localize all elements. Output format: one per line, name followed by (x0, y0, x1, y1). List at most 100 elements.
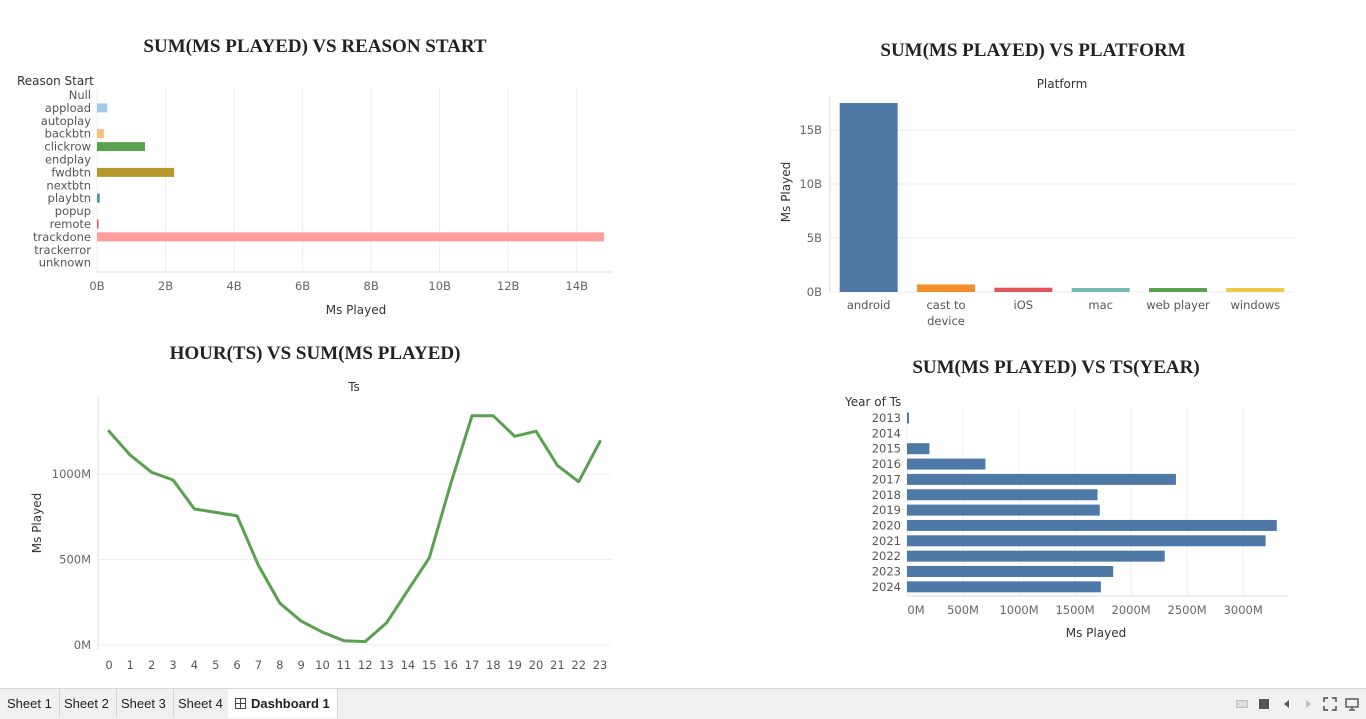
reason-bar (97, 129, 104, 139)
year-x-tick-label: 0M (907, 603, 924, 617)
platform-bar (1071, 288, 1130, 292)
hour-x-tick-label: 14 (401, 658, 416, 672)
platform-category-label: device (927, 314, 965, 328)
year-chart-title: SUM(MS PLAYED) VS TS(YEAR) (912, 357, 1200, 378)
hour-x-tick-label: 5 (212, 658, 219, 672)
year-x-axis-label: Ms Played (1066, 626, 1126, 640)
hour-x-tick-label: 3 (169, 658, 176, 672)
year-x-tick-label: 2500M (1168, 603, 1207, 617)
platform-y-tick-label: 0B (807, 285, 822, 299)
reason-axis-header: Reason Start (17, 74, 94, 88)
reason-bar (97, 142, 145, 152)
prev-icon[interactable] (1279, 696, 1295, 712)
year-chart[interactable]: Year of Ts Ms Played 0M 500M 1000M 1500M 200… (683, 340, 1366, 688)
platform-y-tick-label: 5B (807, 231, 822, 245)
hour-x-tick-label: 22 (571, 658, 586, 672)
year-bar (907, 566, 1114, 577)
reason-x-tick-label: 4B (226, 279, 241, 293)
reason-chart-title: SUM(MS PLAYED) VS REASON START (143, 36, 487, 57)
reason-x-tick-label: 2B (158, 279, 173, 293)
year-bar (907, 504, 1100, 516)
next-icon[interactable] (1300, 696, 1316, 712)
year-category-label: 2021 (872, 534, 901, 548)
platform-chart-panel: SUM(MS PLAYED) VS PLATFORM Platform Ms P… (683, 0, 1366, 340)
hour-x-tick-label: 6 (233, 658, 240, 672)
tab-sheet-1[interactable]: Sheet 1 (0, 689, 60, 718)
reason-start-chart-panel: SUM(MS PLAYED) VS REASON START Reason St… (0, 0, 683, 330)
hour-x-tick-label: 10 (315, 658, 330, 672)
hour-chart-panel: HOUR(TS) VS SUM(MS PLAYED) Ts Ms Played … (0, 330, 683, 688)
dashboard-icon (235, 698, 246, 709)
reason-category-label: remote (50, 217, 91, 231)
tab-dashboard-1[interactable]: Dashboard 1 (228, 689, 338, 718)
reason-start-chart[interactable]: Reason Start Ms Played 0B 2B 4B 6B 8B 10B 12B 1… (0, 0, 683, 330)
reason-x-axis-label: Ms Played (326, 303, 386, 317)
tab-label: Dashboard 1 (251, 696, 330, 711)
hour-x-tick-label: 11 (337, 658, 352, 672)
hour-x-tick-label: 0 (105, 658, 112, 672)
reason-category-label: unknown (39, 256, 91, 270)
year-chart-panel: SUM(MS PLAYED) VS TS(YEAR) Year of Ts Ms… (683, 340, 1366, 688)
hour-chart-title: HOUR(TS) VS SUM(MS PLAYED) (169, 343, 461, 364)
platform-bar (994, 287, 1053, 292)
year-category-label: 2022 (872, 549, 901, 563)
year-category-label: 2023 (872, 565, 901, 579)
year-category-label: 2013 (872, 411, 901, 425)
sheet-tab-bar: Sheet 1 Sheet 2 Sheet 3 Sheet 4 Dashboar… (0, 688, 1366, 719)
platform-y-axis-label: Ms Played (779, 162, 793, 222)
tab-label: Sheet 2 (64, 696, 109, 711)
year-category-label: 2017 (872, 472, 901, 486)
dashboard: SUM(MS PLAYED) VS REASON START Reason St… (0, 0, 1366, 688)
reason-x-tick-label: 12B (497, 279, 520, 293)
tab-sheet-3[interactable]: Sheet 3 (114, 689, 174, 718)
platform-chart[interactable]: Platform Ms Played 0B 5B 10B 15B android cast… (683, 0, 1366, 340)
year-x-tick-label: 1000M (999, 603, 1038, 617)
platform-category-label: web player (1146, 298, 1210, 312)
year-bar (907, 519, 1277, 531)
year-x-tick-label: 2000M (1112, 603, 1151, 617)
reason-category-label: popup (55, 204, 91, 218)
hour-y-tick-label: 1000M (52, 467, 91, 481)
year-category-label: 2019 (872, 503, 901, 517)
hour-x-tick-label: 13 (379, 658, 394, 672)
year-bar (907, 443, 930, 455)
hour-x-tick-label: 19 (507, 658, 522, 672)
hour-x-tick-label: 12 (358, 658, 373, 672)
presentation-icon[interactable] (1256, 696, 1272, 712)
hour-x-tick-label: 16 (443, 658, 458, 672)
year-bar (907, 473, 1176, 485)
reason-x-tick-label: 8B (364, 279, 379, 293)
year-bar (907, 581, 1101, 593)
reason-x-tick-label: 0B (89, 279, 104, 293)
reason-category-label: fwdbtn (51, 165, 91, 179)
year-category-label: 2024 (872, 580, 901, 594)
year-category-label: 2016 (872, 457, 901, 471)
tab-sheet-2[interactable]: Sheet 2 (57, 689, 117, 718)
platform-y-tick-label: 15B (799, 123, 822, 137)
reason-bar (97, 193, 100, 203)
tab-sheet-4[interactable]: Sheet 4 (171, 689, 231, 718)
reason-category-label: trackerror (34, 243, 91, 257)
reason-bar (97, 232, 605, 242)
platform-bar (917, 284, 975, 292)
reason-category-label: clickrow (44, 140, 91, 154)
platform-category-label: android (847, 298, 891, 312)
year-x-tick-label: 500M (947, 603, 979, 617)
year-category-label: 2014 (872, 426, 901, 440)
reason-category-label: endplay (45, 153, 91, 167)
year-x-tick-label: 3000M (1224, 603, 1263, 617)
hour-x-tick-label: 2 (148, 658, 155, 672)
year-category-label: 2015 (872, 442, 901, 456)
hour-x-tick-label: 8 (276, 658, 283, 672)
tab-label: Sheet 3 (121, 696, 166, 711)
tab-label: Sheet 1 (7, 696, 52, 711)
reason-bar (97, 219, 99, 229)
fullscreen-icon[interactable] (1322, 696, 1338, 712)
hour-series-line (107, 414, 602, 644)
device-preview-icon[interactable] (1234, 696, 1250, 712)
reason-category-label: appload (45, 101, 91, 115)
year-bar (907, 489, 1098, 501)
share-icon[interactable] (1344, 696, 1360, 712)
reason-x-tick-label: 14B (565, 279, 588, 293)
